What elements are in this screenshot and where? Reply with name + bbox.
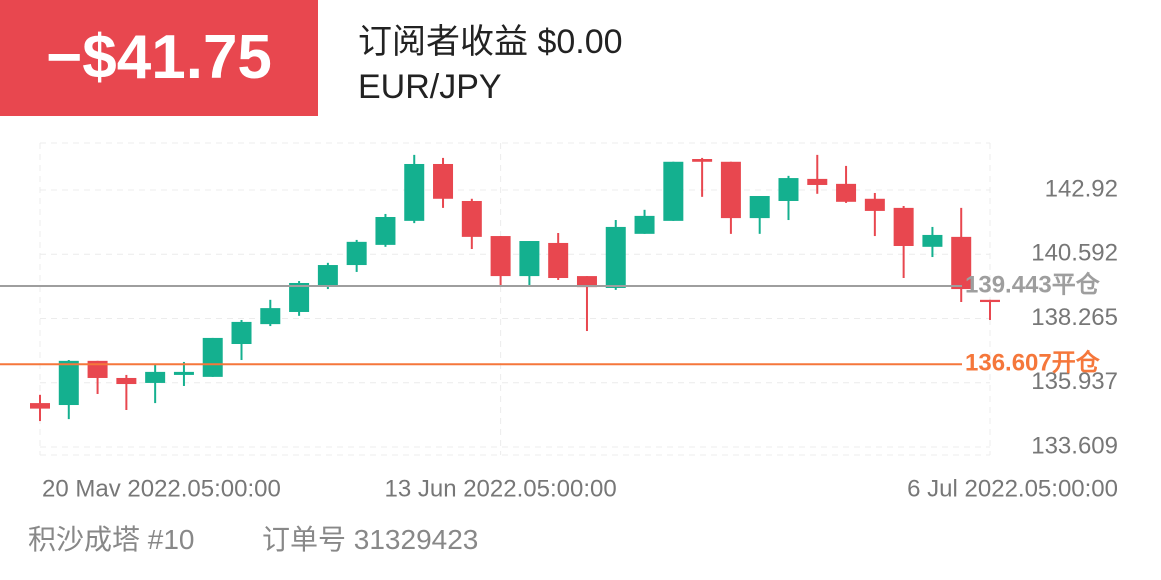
footer-name: 积沙成塔 #10: [28, 524, 195, 555]
candle-body: [749, 196, 770, 219]
candle-body: [375, 216, 396, 245]
x-tick-label: 13 Jun 2022.05:00:00: [384, 475, 616, 502]
candle-body: [864, 198, 885, 211]
candle-body: [951, 236, 972, 290]
y-tick-label: 140.592: [1031, 240, 1118, 267]
candle-body: [58, 360, 79, 406]
candle-body: [202, 337, 223, 377]
price-line-label: 136.607开仓: [965, 349, 1101, 377]
x-tick-label: 20 Mav 2022.05:00:00: [42, 475, 281, 502]
candle-body: [893, 207, 914, 246]
candle-body: [692, 159, 713, 162]
candle-body: [116, 377, 137, 385]
candle-body: [576, 276, 597, 288]
candle-body: [490, 236, 511, 277]
candle-body: [720, 161, 741, 219]
candle-body: [519, 241, 540, 277]
y-tick-label: 133.609: [1031, 432, 1118, 459]
candle-body: [778, 178, 799, 201]
candle-body: [461, 200, 482, 237]
candle-body: [289, 282, 310, 312]
candle-body: [231, 321, 252, 345]
candle-body: [605, 226, 626, 288]
candle-body: [260, 308, 281, 325]
y-tick-label: 138.265: [1031, 304, 1118, 331]
price-line-label: 139.443平仓: [965, 270, 1101, 298]
y-tick-label: 142.92: [1045, 175, 1118, 202]
candle-body: [663, 161, 684, 221]
candle-body: [433, 163, 454, 199]
y-tick-label: 135.937: [1031, 368, 1118, 395]
candle-body: [173, 371, 194, 375]
candle-body: [145, 371, 166, 383]
header-title: 订阅者收益 $0.00: [358, 23, 623, 61]
candle-body: [922, 234, 943, 247]
candle-body: [980, 299, 1000, 303]
candle-body: [634, 215, 655, 234]
pnl-badge: −$41.75: [0, 0, 318, 116]
symbol: EUR/JPY: [358, 68, 502, 106]
candle-body: [548, 242, 569, 279]
candle-body: [346, 241, 367, 266]
candle-body: [404, 163, 425, 221]
candle-body: [836, 183, 857, 202]
chart: 133.609 135.937 138.265 140.592 142.92 20 Mav…: [0, 142, 1118, 502]
candle-body: [807, 178, 828, 185]
footer-order: 订单号 31329423: [262, 524, 479, 555]
candle-body: [317, 265, 338, 287]
candle-body: [30, 403, 50, 409]
x-tick-label: 6 Jul 2022.05:00:00: [907, 475, 1118, 502]
